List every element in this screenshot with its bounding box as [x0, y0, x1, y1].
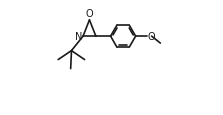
Text: N: N — [75, 32, 82, 42]
Text: O: O — [147, 32, 155, 42]
Text: O: O — [86, 9, 93, 19]
